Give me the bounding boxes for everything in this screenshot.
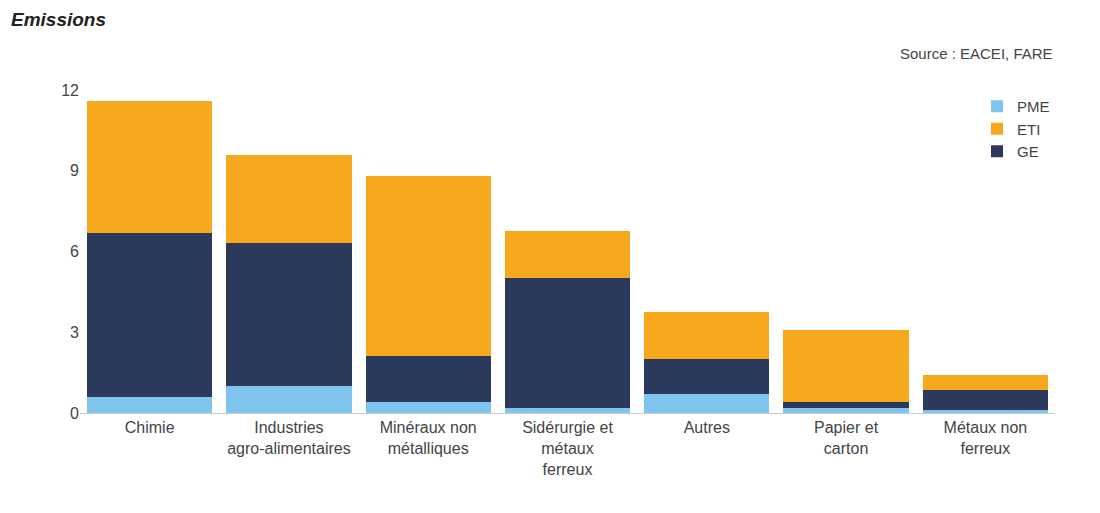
- svg-text:PME: PME: [1017, 98, 1050, 115]
- svg-text:GE: GE: [1017, 143, 1039, 160]
- svg-text:6: 6: [70, 243, 79, 260]
- svg-text:3: 3: [70, 324, 79, 341]
- svg-text:Emissions: Emissions: [11, 9, 106, 30]
- svg-text:ETI: ETI: [1017, 121, 1040, 138]
- svg-text:0: 0: [70, 405, 79, 422]
- svg-text:Autres: Autres: [684, 419, 730, 436]
- svg-text:Chimie: Chimie: [125, 419, 175, 436]
- svg-text:Papier etcarton: Papier etcarton: [814, 419, 879, 457]
- svg-text:Industriesagro-alimentaires: Industriesagro-alimentaires: [227, 419, 351, 457]
- svg-text:Source : EACEI, FARE: Source : EACEI, FARE: [900, 45, 1053, 62]
- svg-text:12: 12: [61, 82, 79, 99]
- svg-text:Minéraux nonmétalliques: Minéraux nonmétalliques: [380, 419, 477, 457]
- svg-text:Métaux nonferreux: Métaux nonferreux: [944, 419, 1028, 457]
- svg-text:Sidérurgie etmétauxferreux: Sidérurgie etmétauxferreux: [522, 419, 613, 478]
- svg-text:9: 9: [70, 162, 79, 179]
